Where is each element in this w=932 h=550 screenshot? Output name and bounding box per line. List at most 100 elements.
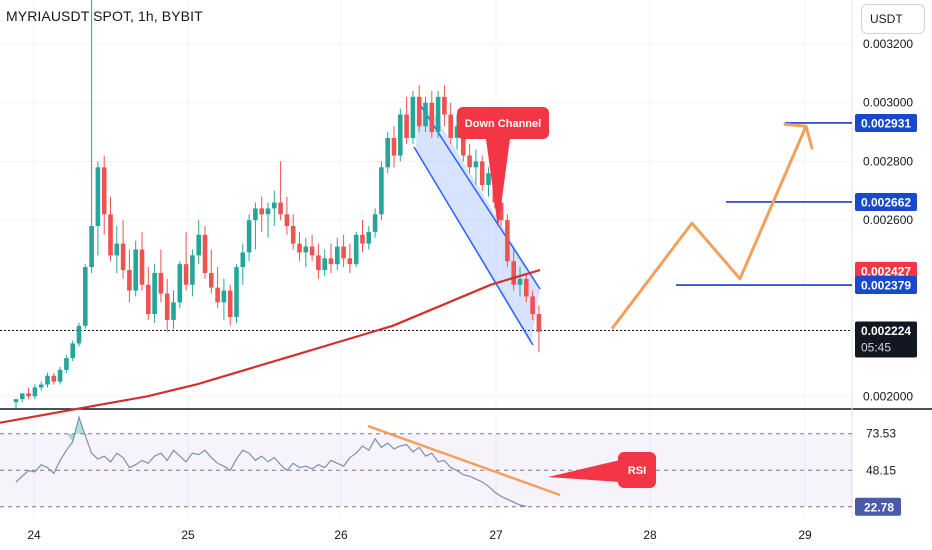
candle xyxy=(259,208,264,215)
candle xyxy=(473,161,479,168)
candle xyxy=(95,167,101,227)
candle xyxy=(297,243,302,253)
candle xyxy=(335,246,340,265)
channel-upper xyxy=(418,102,541,290)
candle xyxy=(479,161,485,185)
candle xyxy=(353,234,359,265)
candle xyxy=(13,399,19,403)
rsi-value-label: 22.78 xyxy=(864,500,894,514)
time-tick-label: 24 xyxy=(27,528,41,542)
candle xyxy=(536,314,542,332)
projection-path xyxy=(610,122,814,330)
candle xyxy=(101,167,107,215)
candle xyxy=(51,375,57,382)
candle xyxy=(246,220,252,253)
candle xyxy=(26,393,31,397)
down-channel-label: Down Channel xyxy=(465,118,541,130)
down-channel-pointer xyxy=(486,139,510,228)
down-channel-label-box xyxy=(457,107,549,139)
candle xyxy=(379,167,384,215)
annotations: Down Channel RSI xyxy=(457,107,656,488)
price-label-box xyxy=(855,276,917,295)
candle xyxy=(410,96,416,138)
candle xyxy=(70,343,75,359)
price-label: 0.002931 xyxy=(861,116,911,130)
candle xyxy=(467,155,472,168)
candle xyxy=(196,234,201,256)
candle xyxy=(139,249,145,285)
time-tick-label: 27 xyxy=(489,528,503,542)
candle xyxy=(253,208,258,221)
price-label: 0.002427 xyxy=(861,264,911,278)
candle xyxy=(164,293,170,320)
candle xyxy=(416,96,422,127)
candle xyxy=(524,278,529,297)
rsi-trendline xyxy=(367,424,561,497)
price-levels xyxy=(0,122,852,332)
price-label: 0.002379 xyxy=(861,279,911,293)
candle xyxy=(234,267,239,318)
candle xyxy=(20,393,25,400)
price-label: 0.002662 xyxy=(861,195,911,209)
countdown-label: 05:45 xyxy=(861,341,891,355)
candle xyxy=(108,214,113,256)
candle xyxy=(486,173,491,185)
price-axis[interactable]: 0.003200 0.003000 0.002800 0.002600 0.002000… xyxy=(855,37,917,516)
down-channel xyxy=(413,102,541,346)
channel-fill xyxy=(416,103,540,345)
rsi-label: RSI xyxy=(628,465,646,477)
price-tick-label: 0.003200 xyxy=(863,37,913,51)
candle xyxy=(38,384,44,388)
ema-line xyxy=(0,268,541,424)
candle xyxy=(303,246,309,253)
candle xyxy=(272,202,277,209)
candle xyxy=(309,246,315,256)
currency-button[interactable]: USDT xyxy=(861,4,925,34)
current-price-label: 0.002224 xyxy=(861,324,911,338)
ema-line xyxy=(0,268,541,424)
candle xyxy=(442,96,447,115)
candle xyxy=(177,264,183,303)
candle xyxy=(322,258,327,271)
candle xyxy=(64,358,69,370)
candle xyxy=(146,284,151,315)
candle xyxy=(404,114,409,138)
candle xyxy=(347,258,353,265)
time-tick-label: 29 xyxy=(798,528,812,542)
candle xyxy=(45,375,50,385)
candle xyxy=(423,102,428,127)
candle xyxy=(290,226,296,244)
candle xyxy=(530,296,535,315)
candle xyxy=(360,234,365,244)
candle xyxy=(391,137,397,156)
price-tick-label: 0.003000 xyxy=(863,96,913,110)
channel-lower xyxy=(413,146,534,346)
rsi-tick-label: 73.53 xyxy=(866,427,896,441)
candle xyxy=(32,387,38,397)
time-tick-label: 25 xyxy=(181,528,195,542)
candle xyxy=(328,258,334,265)
candle xyxy=(114,243,120,256)
candle xyxy=(385,137,390,168)
price-label-box xyxy=(855,261,917,280)
time-axis[interactable]: 24 25 26 27 28 29 xyxy=(27,528,812,542)
candle xyxy=(152,272,157,315)
candle xyxy=(83,267,88,326)
chart-title: MYRIAUSDT SPOT, 1h, BYBIT xyxy=(6,8,203,24)
candle xyxy=(215,287,220,303)
rsi-tick-label: 48.15 xyxy=(866,463,896,477)
rsi-line xyxy=(15,415,527,508)
rsi-overbought-fill xyxy=(66,417,89,442)
candle xyxy=(240,252,246,268)
projection-arrow xyxy=(610,125,808,330)
rsi-label-box xyxy=(618,452,656,488)
price-label-box xyxy=(855,113,917,132)
candle xyxy=(127,270,132,291)
rsi-label-pointer xyxy=(548,460,620,482)
candle xyxy=(158,272,164,294)
price-tick-label: 0.002000 xyxy=(863,389,913,403)
price-label-box xyxy=(855,192,917,211)
candle xyxy=(171,302,176,320)
candle xyxy=(498,202,504,221)
